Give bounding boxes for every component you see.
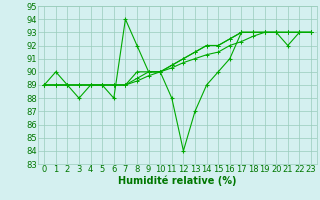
X-axis label: Humidité relative (%): Humidité relative (%) xyxy=(118,176,237,186)
